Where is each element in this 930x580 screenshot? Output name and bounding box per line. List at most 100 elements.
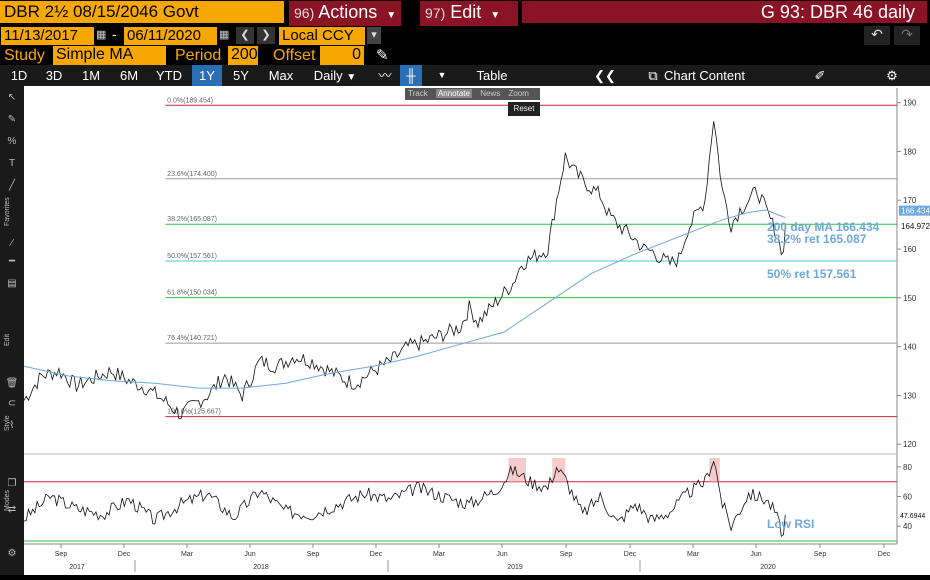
price-last-value: 164.972 [901,222,930,231]
end-date-input[interactable]: 06/11/2020 [124,27,217,45]
edit-num: 97) [425,5,446,21]
calendar-icon[interactable]: ▦ [219,29,230,41]
y-tick-label: 160 [903,245,917,254]
undo-button[interactable]: ↶ [864,26,890,45]
range-5y[interactable]: 5Y [233,68,249,83]
delete-icon[interactable]: 🗑 [6,377,19,389]
zoom-toolbar: Track Annotate News Zoom [405,88,540,100]
chart-annotation: 200 day MA 166.434 [767,220,880,234]
paintbrush-icon[interactable]: ⌇ [10,420,15,431]
chevron-down-icon[interactable]: ▾ [367,27,381,44]
x-month-label: Mar [687,551,700,558]
grid-icon[interactable]: ▤ [7,278,16,289]
y-tick-label: 130 [903,391,917,400]
fib-level-label: 100.0%(125.667) [167,409,221,416]
text-tool-icon[interactable]: T [9,158,15,169]
y-tick-label: 180 [903,147,917,156]
fib-level-label: 23.6%(174.400) [167,171,217,178]
compare-icon[interactable]: ⇄ [8,504,16,515]
settings-icon[interactable]: ⚙ [8,548,17,559]
period-input[interactable]: 200 [228,46,258,65]
range-6m[interactable]: 6M [119,68,139,83]
rsi-overbought-area [552,458,566,482]
chart-svg: 0.0%(189.454) 23.6%(174.400) 38.2%(165.087… [0,86,930,575]
edit-tab[interactable]: Edit [4,334,11,346]
window-title: G 93: DBR 46 daily [522,1,927,23]
fib-level-label: 0.0%(189.454) [167,97,213,104]
chart-annotation: 50% ret 157.561 [767,267,857,281]
range-3d[interactable]: 3D [45,68,63,83]
actions-label: Actions [318,2,378,22]
track-tool[interactable]: Track [408,89,428,98]
pen-icon[interactable]: ✎ [8,114,16,125]
magnet-icon[interactable]: ⊂ [8,398,16,409]
main-plot-bg [24,88,897,454]
study-label: Study [4,47,45,64]
edit-icon[interactable]: ✐ [814,68,826,83]
range-max[interactable]: Max [268,68,294,83]
zoom-tool[interactable]: Zoom [508,89,529,98]
chevron-down-icon: ▼ [346,72,357,83]
reset-button[interactable]: Reset [508,102,540,116]
chart-annotation: 38.2% ret 165.087 [767,232,867,246]
x-month-label: Mar [433,551,446,558]
redo-button[interactable]: ↷ [894,26,920,45]
title-bar: DBR 2½ 08/15/2046 Govt 96) Actions ▼ 97)… [0,0,930,27]
chevron-down-icon: ▼ [490,10,501,21]
line-chart-icon[interactable]: 〰 [378,68,392,83]
study-bar: Study Simple MA Period 200 Offset 0 ✎ [0,45,930,65]
y-tick-label: 150 [903,294,917,303]
start-date-input[interactable]: 11/13/2017 [1,27,94,45]
rsi-plot-bg [24,458,897,544]
annotate-tool[interactable]: Annotate [435,89,472,98]
fib-icon[interactable]: % [8,136,17,147]
toolbar: 1D 3D 1M 6M YTD 1Y 5Y Max Daily ▼ 〰 ╫ ▼ … [0,65,930,86]
favorites-tab[interactable]: Favorites [4,197,11,226]
x-month-label: Jun [750,551,761,558]
next-period-button[interactable]: ❯ [257,27,275,44]
pencil-icon[interactable]: ✎ [376,47,389,64]
calendar-icon[interactable]: ▦ [96,29,107,41]
frequency-select[interactable]: Daily ▼ [304,65,366,88]
left-tools: ↖ ✎ % T ╱ ⁄ ━ ▤ 🗑 ⊂ ⌇ ❐ ⇄ ⚙ [6,92,19,559]
range-1m[interactable]: 1M [81,68,101,83]
rsi-overbought-area [709,458,720,482]
chart-icon: ⧉ [648,68,658,83]
currency-select[interactable]: Local CCY [279,27,365,45]
x-month-label: Sep [55,551,68,558]
line-tool-icon[interactable]: ╱ [8,178,16,191]
x-month-label: Jun [496,551,507,558]
x-year-label: 2020 [760,564,776,571]
modes-tab[interactable]: Modes [4,489,11,511]
chart-content-button[interactable]: Chart Content [664,68,745,83]
range-1d[interactable]: 1D [10,68,28,83]
brush-icon[interactable]: ⁄ [8,238,14,249]
y-tick-label: 140 [903,343,917,352]
table-button[interactable]: Table [476,68,508,83]
cursor-icon[interactable]: ↖ [8,92,16,103]
range-1y[interactable]: 1Y [192,65,222,86]
x-year-label: 2018 [253,564,269,571]
study-select[interactable]: Simple MA [53,46,166,65]
gear-icon[interactable]: ⚙ [886,68,898,83]
style-tab[interactable]: Style [4,415,11,431]
x-year-label: 2019 [507,564,523,571]
rsi-annotation: Low RSI [767,517,814,531]
collapse-icon[interactable]: ❮❮ [594,68,616,83]
range-ytd[interactable]: YTD [156,68,182,83]
chevron-down-icon[interactable]: ▼ [437,70,447,80]
copy-icon[interactable]: ❐ [8,478,17,489]
y-tick-label: 190 [903,99,917,108]
offset-input[interactable]: 0 [320,46,364,65]
date-dash: - [112,26,117,42]
edit-menu[interactable]: 97) Edit ▼ [420,1,518,27]
period-label: Period [175,47,222,64]
x-month-label: Mar [181,551,194,558]
bar-chart-icon[interactable]: ╫ [400,65,422,86]
news-tool[interactable]: News [480,89,501,98]
actions-menu[interactable]: 96) Actions ▼ [289,1,401,27]
ma-last-tag [899,205,930,216]
hline-icon[interactable]: ━ [8,256,16,267]
prev-period-button[interactable]: ❮ [236,27,254,44]
security-field[interactable]: DBR 2½ 08/15/2046 Govt [0,1,284,23]
